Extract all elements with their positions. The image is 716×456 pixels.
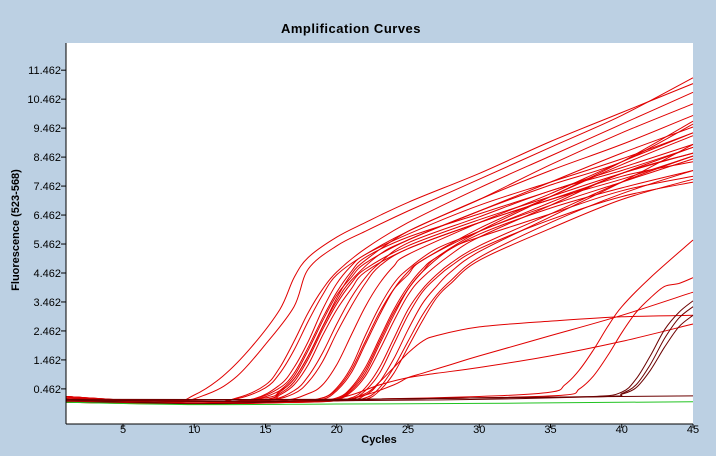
series-line-34: [65, 314, 694, 403]
x-tick-label: 30: [473, 424, 485, 436]
series-group: [65, 77, 694, 406]
y-tick-label: 3.462: [33, 297, 61, 309]
series-line-35: [65, 395, 694, 405]
x-tick-label: 45: [687, 424, 699, 436]
y-tick-label: 5.462: [33, 239, 61, 251]
plot-area: [66, 43, 693, 424]
y-tick-label: 7.462: [33, 181, 61, 193]
y-tick-label: 2.462: [33, 326, 61, 338]
x-tick-label: 35: [544, 424, 556, 436]
series-line-29: [65, 314, 694, 403]
x-tick-label: 25: [402, 424, 414, 436]
y-tick-label: 0.462: [33, 384, 61, 396]
y-tick-label: 4.462: [33, 268, 61, 280]
series-line-4: [65, 114, 694, 405]
y-tick-label: 10.462: [27, 94, 61, 106]
series-line-2: [65, 77, 694, 404]
x-tick-label: 40: [616, 424, 628, 436]
y-tick-label: 11.462: [28, 65, 61, 77]
y-ticks: 0.462 1.462 2.462 3.462 4.462 5.462 6.462 7.462…: [27, 65, 66, 396]
x-tick-label: 5: [120, 424, 126, 436]
chart-title: Amplification Curves: [281, 21, 421, 36]
x-tick-label: 20: [331, 424, 343, 436]
x-ticks: 5 10 15 20 25 30 35 40 45: [120, 424, 699, 436]
series-line-36: [65, 401, 694, 406]
series-line-8: [65, 126, 694, 405]
x-axis-label: Cycles: [361, 434, 396, 446]
y-tick-label: 8.462: [33, 152, 61, 164]
series-line-3: [65, 91, 694, 405]
y-tick-label: 1.462: [33, 355, 61, 367]
x-tick-label: 10: [188, 424, 200, 436]
y-tick-label: 9.462: [33, 123, 61, 135]
y-tick-label: 6.462: [33, 210, 61, 222]
y-axis-label: Fluorescence (523-568): [10, 169, 22, 291]
x-tick-label: 15: [259, 424, 271, 436]
series-line-1: [65, 83, 694, 404]
